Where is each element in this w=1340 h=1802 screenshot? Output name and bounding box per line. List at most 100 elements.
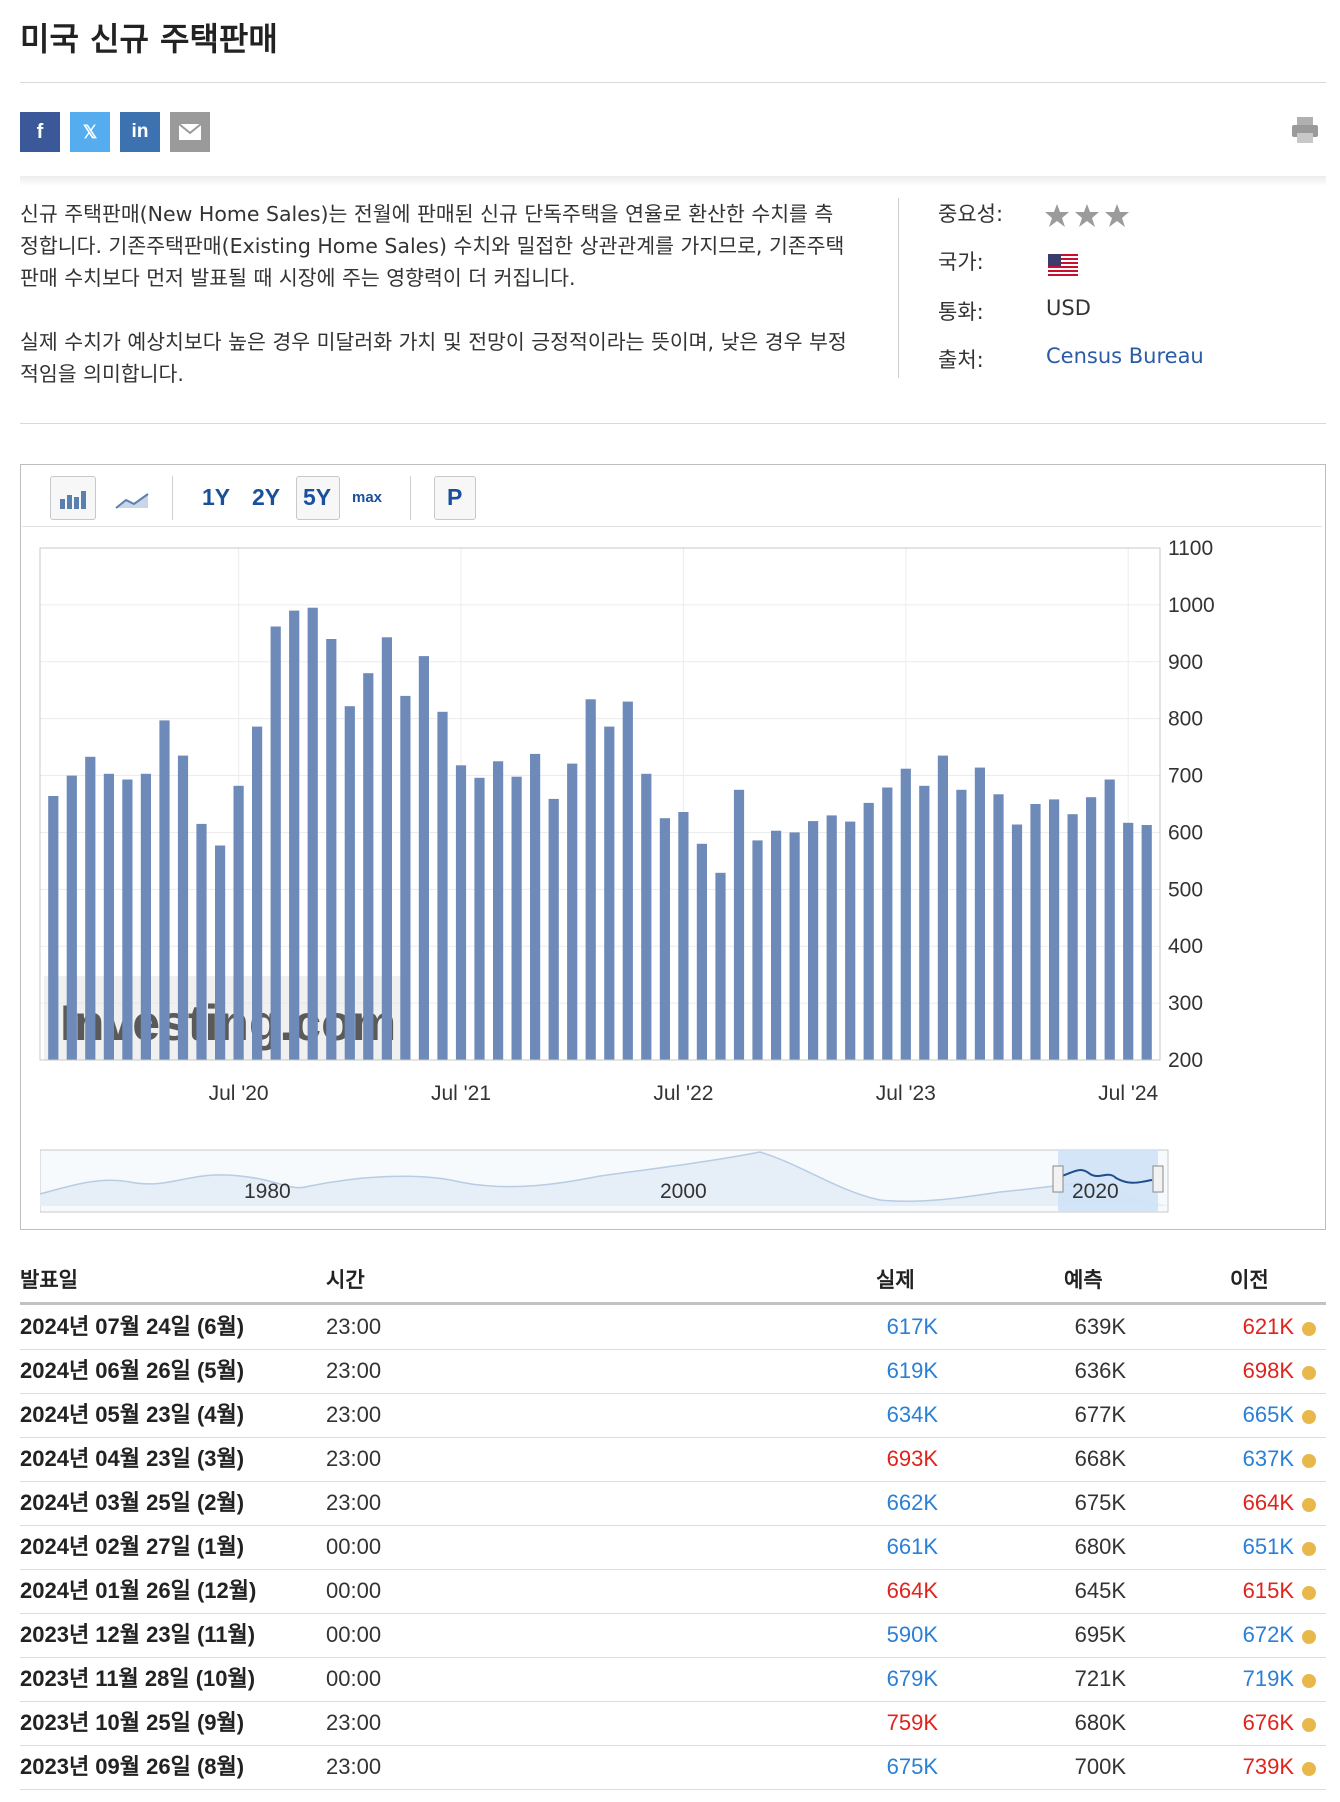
bar[interactable] xyxy=(789,832,800,1060)
bar[interactable] xyxy=(511,776,522,1060)
bar[interactable] xyxy=(845,821,856,1060)
bar[interactable] xyxy=(1011,824,1023,1061)
email-share-button[interactable] xyxy=(170,112,210,152)
bar[interactable] xyxy=(641,773,652,1060)
bar[interactable] xyxy=(122,779,133,1061)
bar[interactable] xyxy=(530,753,541,1060)
bar[interactable] xyxy=(696,843,707,1060)
chart-navigator[interactable]: 1980 2000 2020 xyxy=(40,1146,1170,1216)
bar[interactable] xyxy=(418,656,429,1060)
bar[interactable] xyxy=(381,637,392,1060)
bar[interactable] xyxy=(177,755,189,1060)
range-5y-button[interactable] xyxy=(296,476,340,520)
bar[interactable] xyxy=(289,610,300,1060)
bar[interactable] xyxy=(937,755,948,1060)
bar[interactable] xyxy=(326,639,337,1060)
bar[interactable] xyxy=(604,726,615,1060)
star-icon xyxy=(1075,204,1099,227)
actual-value: 693K xyxy=(886,1446,938,1471)
bar[interactable] xyxy=(140,773,151,1060)
table-row: 2023년 10월 25일 (9월) 23:00 759K 680K 676K xyxy=(20,1702,1326,1746)
bar[interactable] xyxy=(882,787,893,1061)
bar[interactable] xyxy=(863,802,874,1060)
bar[interactable] xyxy=(493,761,504,1060)
bar[interactable] xyxy=(363,673,374,1060)
bar[interactable] xyxy=(715,872,726,1060)
p-button[interactable] xyxy=(434,476,476,520)
bar[interactable] xyxy=(437,711,448,1060)
source-link[interactable]: Census Bureau xyxy=(1046,344,1204,368)
bar[interactable] xyxy=(548,798,559,1060)
bar-chart-button[interactable] xyxy=(50,476,96,520)
range-1y-button[interactable]: 1Y xyxy=(202,484,231,510)
bar[interactable] xyxy=(455,765,467,1060)
bar[interactable] xyxy=(1104,779,1115,1061)
navigator-handle-left[interactable] xyxy=(1052,1165,1064,1193)
print-icon[interactable] xyxy=(1290,115,1320,145)
bar[interactable] xyxy=(567,763,578,1060)
actual-value: 664K xyxy=(886,1578,938,1603)
bar[interactable] xyxy=(400,695,411,1060)
bar[interactable] xyxy=(215,845,226,1061)
navigator-label: 1980 xyxy=(244,1180,291,1203)
y-tick-label: 1000 xyxy=(1168,594,1215,617)
y-tick-label: 700 xyxy=(1168,765,1203,788)
bar[interactable] xyxy=(826,815,837,1060)
bar[interactable] xyxy=(956,789,967,1060)
bar[interactable] xyxy=(585,699,596,1060)
facebook-share-button[interactable]: f xyxy=(20,112,60,152)
bar[interactable] xyxy=(659,818,670,1060)
bar-chart-icon xyxy=(60,491,86,509)
range-5y-label[interactable]: 5Y xyxy=(303,484,332,510)
bar[interactable] xyxy=(48,796,59,1060)
bar[interactable] xyxy=(919,785,930,1060)
bar[interactable] xyxy=(1030,804,1041,1060)
status-dot xyxy=(1302,1498,1316,1512)
range-max-button[interactable]: max xyxy=(352,489,383,506)
release-time: 23:00 xyxy=(326,1358,382,1383)
twitter-share-button[interactable]: 𝕏 xyxy=(70,112,110,152)
p-label[interactable]: P xyxy=(447,484,463,510)
bar[interactable] xyxy=(900,768,911,1060)
bar[interactable] xyxy=(808,821,819,1060)
line-chart-button[interactable] xyxy=(110,476,154,518)
previous-value: 664K xyxy=(1242,1490,1294,1515)
bar[interactable] xyxy=(159,720,170,1060)
status-dot xyxy=(1302,1630,1316,1644)
forecast-value: 721K xyxy=(1074,1666,1126,1691)
range-2y-button[interactable]: 2Y xyxy=(252,484,281,510)
bar[interactable] xyxy=(103,773,114,1060)
bar[interactable] xyxy=(1067,814,1078,1060)
navigator-handle-right[interactable] xyxy=(1152,1165,1164,1193)
twitter-icon: 𝕏 xyxy=(82,121,98,142)
bar[interactable] xyxy=(252,726,263,1060)
forecast-value: 636K xyxy=(1074,1358,1126,1383)
bar[interactable] xyxy=(974,767,985,1060)
release-time: 00:00 xyxy=(326,1622,382,1647)
bar[interactable] xyxy=(1123,822,1134,1060)
bar[interactable] xyxy=(752,840,763,1060)
bar[interactable] xyxy=(1086,797,1097,1060)
linkedin-share-button[interactable]: in xyxy=(120,112,160,152)
bar[interactable] xyxy=(344,706,355,1060)
bar[interactable] xyxy=(1049,799,1060,1060)
bar[interactable] xyxy=(474,777,485,1060)
forecast-value: 680K xyxy=(1074,1710,1126,1735)
divider xyxy=(20,176,1326,186)
bar[interactable] xyxy=(678,812,689,1060)
bar[interactable] xyxy=(622,701,633,1060)
bar[interactable] xyxy=(196,823,207,1060)
bar[interactable] xyxy=(993,794,1004,1060)
bar[interactable] xyxy=(233,785,244,1060)
page-title: 미국 신규 주택판매 xyxy=(20,20,278,58)
bar[interactable] xyxy=(85,756,96,1060)
header-forecast: 예측 xyxy=(1064,1268,1103,1292)
status-dot xyxy=(1302,1674,1316,1688)
previous-value: 637K xyxy=(1242,1446,1294,1471)
bar[interactable] xyxy=(66,775,77,1060)
bar[interactable] xyxy=(270,626,281,1061)
bar[interactable] xyxy=(771,830,782,1060)
bar[interactable] xyxy=(733,789,745,1060)
bar[interactable] xyxy=(307,607,318,1060)
bar[interactable] xyxy=(1141,825,1152,1060)
